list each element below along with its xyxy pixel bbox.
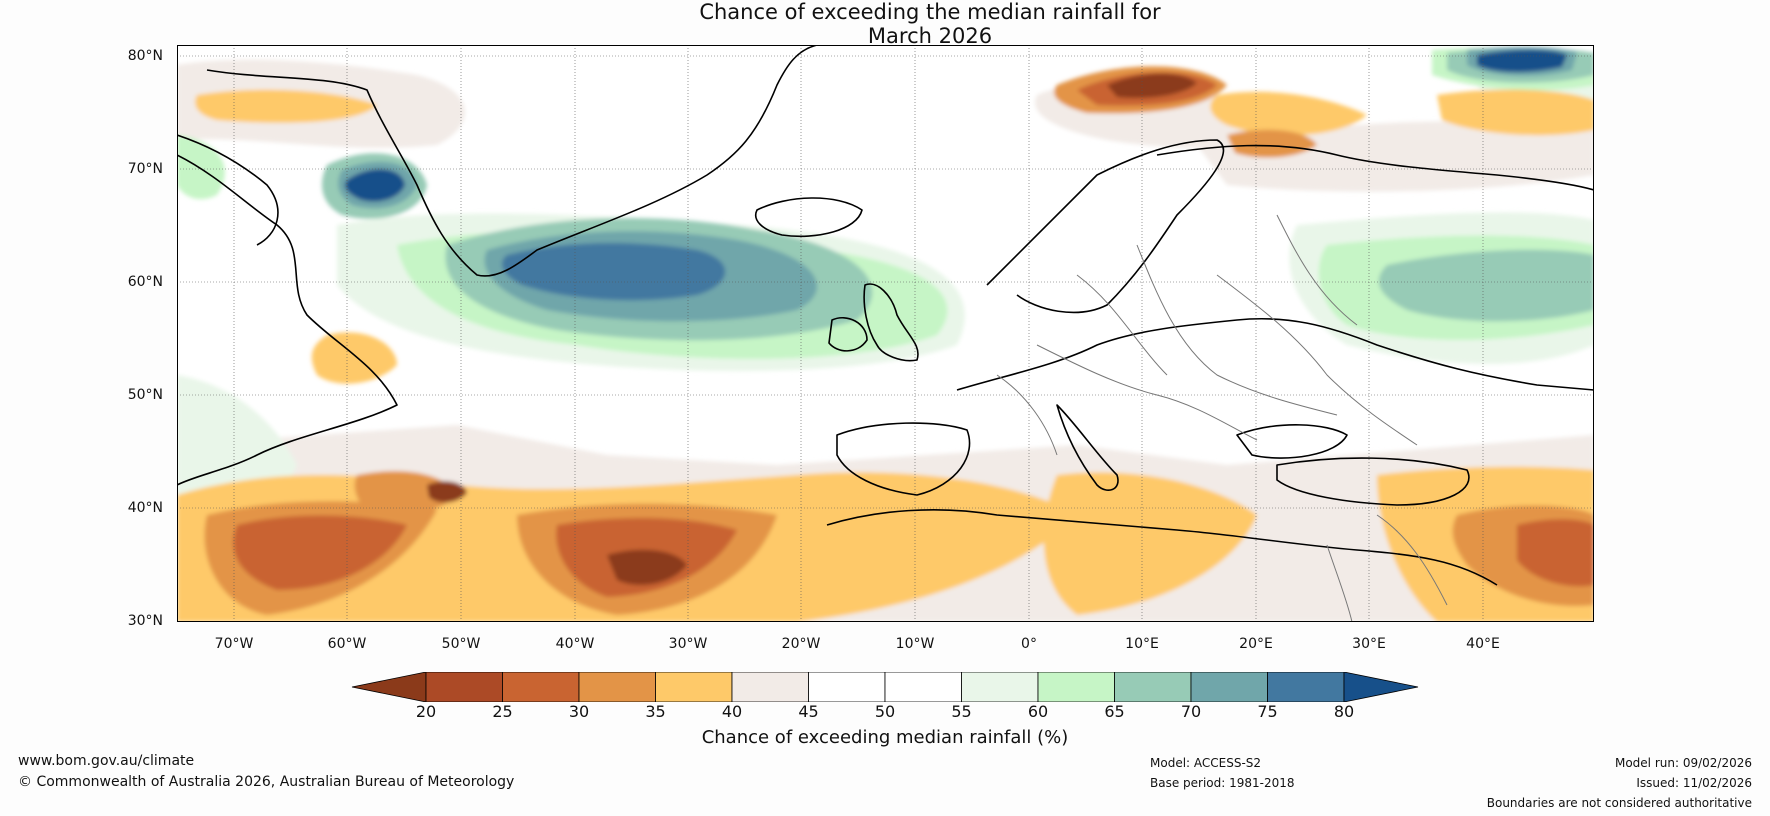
- colorbar-segment: [425, 672, 503, 702]
- colorbar: [351, 672, 1419, 702]
- colorbar-tick-label: 45: [798, 702, 819, 721]
- lon-label-30e: 30°E: [1352, 636, 1386, 652]
- colorbar-segment: [1190, 672, 1268, 702]
- colorbar-tick-label: 30: [568, 702, 590, 721]
- colorbar-segment: [578, 672, 656, 702]
- issued-date: Issued: 11/02/2026: [1636, 776, 1752, 790]
- lon-label-20e: 20°E: [1239, 636, 1273, 652]
- iceland-coast: [755, 197, 863, 238]
- chart-title: Chance of exceeding the median rainfall …: [0, 0, 1770, 48]
- model-name: Model: ACCESS-S2: [1150, 756, 1262, 770]
- colorbar-segment: [502, 672, 580, 702]
- below-median-area: [1210, 91, 1367, 136]
- rainfall-map: [177, 45, 1594, 622]
- iberia-coast: [836, 422, 971, 496]
- colorbar-segment: [884, 672, 962, 702]
- above-median-area: [177, 135, 225, 200]
- colorbar-tick-label: 25: [492, 702, 513, 721]
- baffin-coast: [177, 134, 279, 246]
- colorbar-extend-high: [1343, 672, 1419, 702]
- map-border: [177, 45, 1594, 622]
- lat-label-70n: 70°N: [127, 161, 163, 177]
- colorbar-tick-label: 80: [1333, 702, 1355, 721]
- greenland-coast: [206, 45, 818, 277]
- colorbar-segment: [961, 672, 1039, 702]
- lon-label-10w: 10°W: [895, 636, 935, 652]
- colorbar-segment: [1267, 672, 1345, 702]
- colorbar-segment: [1114, 672, 1192, 702]
- lon-label-40e: 40°E: [1466, 636, 1500, 652]
- high-probability-area: [1378, 249, 1594, 322]
- lon-label-0: 0°: [1021, 636, 1037, 652]
- colorbar-tick-label: 70: [1180, 702, 1202, 721]
- colorbar-tick-label: 60: [1027, 702, 1049, 721]
- title-line-1: Chance of exceeding the median rainfall …: [699, 0, 1161, 24]
- below-median-area: [1437, 89, 1594, 136]
- colorbar-segment: [655, 672, 733, 702]
- colorbar-tick-label: 20: [415, 702, 437, 721]
- low-probability-area: [233, 515, 407, 590]
- lon-label-10e: 10°E: [1125, 636, 1159, 652]
- title-line-2: March 2026: [867, 24, 993, 48]
- scandinavia-coast: [986, 139, 1225, 314]
- europe-coast: [956, 317, 1594, 391]
- base-period: Base period: 1981-2018: [1150, 776, 1295, 790]
- black-sea-coast: [1236, 424, 1348, 459]
- lon-label-70w: 70°W: [214, 636, 254, 652]
- lat-label-40n: 40°N: [127, 500, 163, 516]
- lon-label-50w: 50°W: [441, 636, 481, 652]
- coastlines: [177, 45, 1594, 586]
- model-run: Model run: 09/02/2026: [1614, 756, 1752, 770]
- colorbar-segment: [1037, 672, 1115, 702]
- extreme-high-probability-area: [1477, 49, 1567, 73]
- colorbar-tick-label: 75: [1257, 702, 1278, 721]
- colorbar-tick-label: 50: [874, 702, 896, 721]
- extreme-high-probability-area: [502, 243, 726, 301]
- colorbar-tick-label: 35: [645, 702, 666, 721]
- colorbar-tick-label: 65: [1104, 702, 1125, 721]
- north-america-coast: [177, 154, 398, 486]
- lowest-probability-area: [607, 549, 687, 585]
- turkey-coast: [1276, 457, 1470, 506]
- ireland-coast: [828, 316, 868, 352]
- below-median-area: [195, 89, 377, 123]
- colorbar-tick-label: 55: [951, 702, 972, 721]
- well-below-median-area: [1227, 129, 1317, 158]
- lowest-probability-area: [1107, 73, 1197, 99]
- lat-label-80n: 80°N: [127, 48, 163, 64]
- lon-label-40w: 40°W: [555, 636, 595, 652]
- italy-coast: [1056, 404, 1119, 491]
- lon-label-30w: 30°W: [668, 636, 708, 652]
- colorbar-label: Chance of exceeding median rainfall (%): [701, 727, 1069, 748]
- lowest-probability-area: [427, 481, 467, 503]
- great-britain-coast: [863, 283, 919, 362]
- below-median-area: [311, 332, 397, 384]
- lat-label-30n: 30°N: [127, 613, 163, 629]
- colorbar-segment: [731, 672, 809, 702]
- colorbar-extend-low: [351, 672, 427, 702]
- website-link[interactable]: www.bom.gov.au/climate: [18, 753, 195, 769]
- lat-label-60n: 60°N: [127, 274, 163, 290]
- colorbar-segment: [808, 672, 886, 702]
- probability-fields: [177, 47, 1594, 622]
- north-africa-coast: [826, 508, 1498, 586]
- low-probability-area: [1517, 519, 1594, 587]
- lat-label-50n: 50°N: [127, 387, 163, 403]
- copyright: © Commonwealth of Australia 2026, Austra…: [18, 774, 515, 790]
- well-below-median-area: [354, 471, 457, 515]
- lon-label-60w: 60°W: [327, 636, 367, 652]
- country-borders: [996, 214, 1448, 622]
- extreme-high-probability-area: [345, 169, 405, 202]
- disclaimer: Boundaries are not considered authoritat…: [1486, 796, 1752, 810]
- lon-label-20w: 20°W: [781, 636, 821, 652]
- colorbar-tick-label: 40: [721, 702, 743, 721]
- russia-arctic-coast: [1156, 144, 1594, 191]
- graticule: [177, 45, 1594, 622]
